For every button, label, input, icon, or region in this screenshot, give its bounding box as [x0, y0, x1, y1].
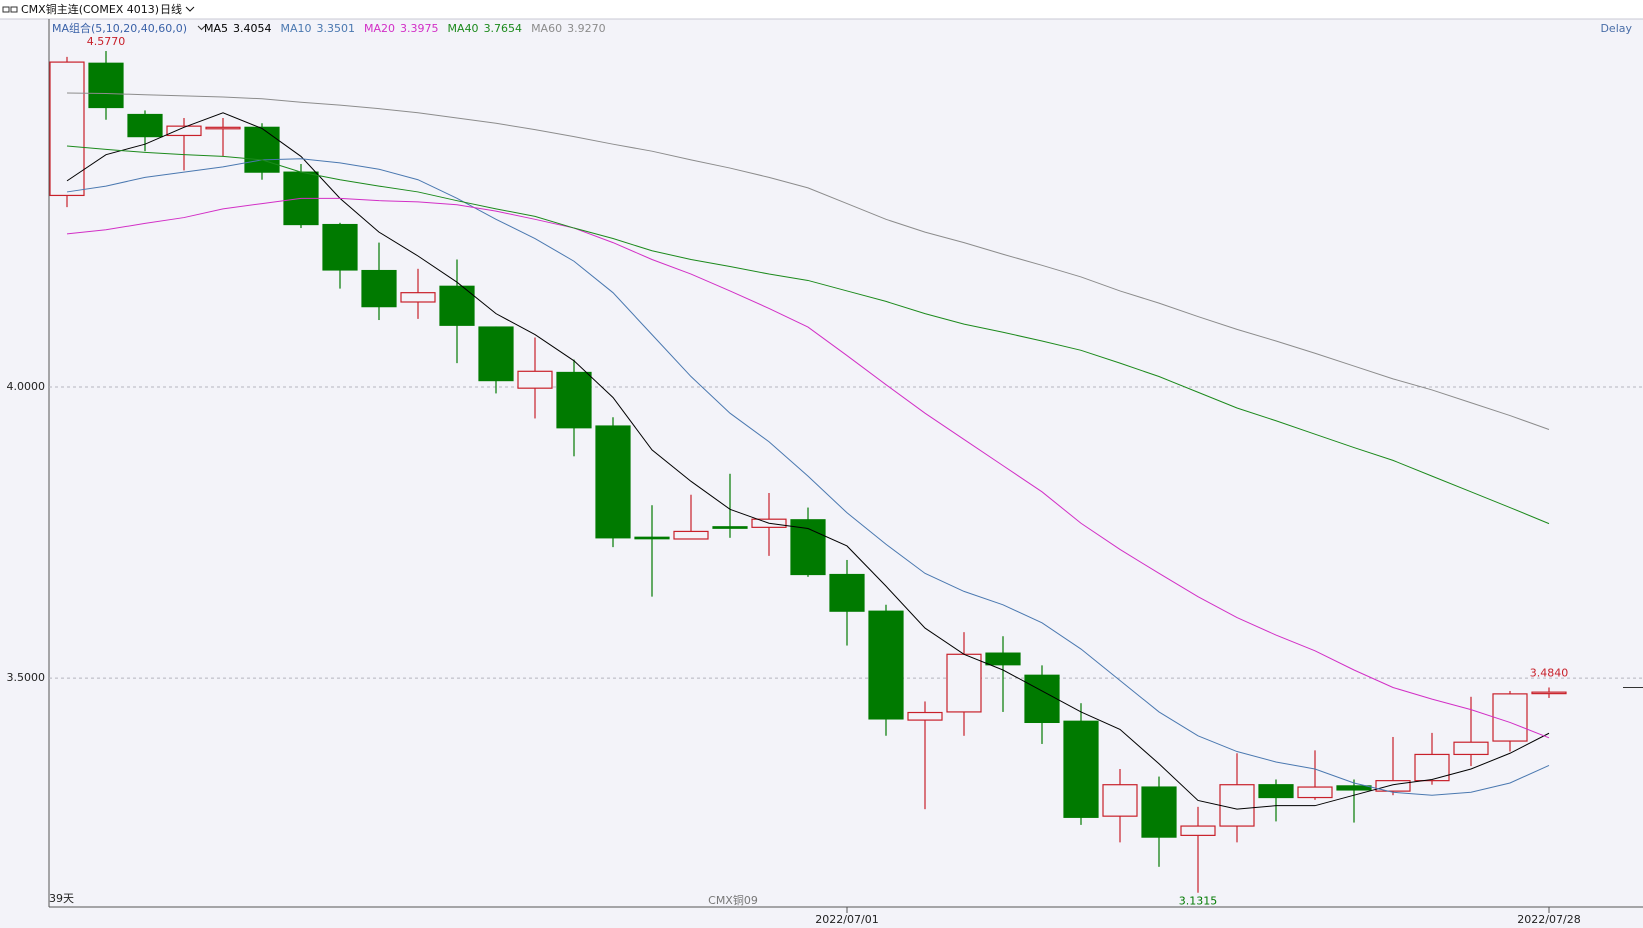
- chart-title: CMX铜主连(COMEX 4013): [21, 2, 159, 16]
- candle-body: [166, 125, 202, 137]
- candle-body: [907, 711, 943, 721]
- candle-body: [1453, 741, 1489, 756]
- candle-body: [712, 526, 748, 529]
- candle-body: [205, 126, 241, 130]
- legend-name: MA5: [204, 22, 228, 35]
- day-count: 39天: [49, 892, 74, 905]
- ma-line: [66, 145, 1550, 525]
- candle-body: [400, 292, 436, 303]
- candle-body: [322, 223, 358, 271]
- candle-body: [1141, 786, 1177, 838]
- candle-body: [88, 62, 124, 109]
- ma-label: MA组合(5,10,20,40,60,0): [52, 21, 187, 35]
- legend-name: MA10: [281, 22, 312, 35]
- header-bar: [0, 0, 1643, 19]
- candle-body: [127, 113, 163, 138]
- candle-body: [478, 326, 514, 382]
- candle-body: [985, 652, 1021, 666]
- candle-body: [673, 530, 709, 540]
- candle-body: [517, 370, 553, 389]
- candle-body: [1024, 674, 1060, 724]
- candle-body: [439, 285, 475, 326]
- low-label: 3.1315: [1179, 895, 1218, 908]
- candle-body: [1180, 825, 1216, 836]
- legend-value: 3.9270: [567, 22, 606, 35]
- candle-body: [1336, 785, 1372, 791]
- ma-line: [66, 158, 1550, 796]
- contract-note: CMX铜09: [708, 893, 758, 907]
- icon: [2, 6, 10, 13]
- candle-body: [1219, 784, 1255, 827]
- candle-body: [634, 536, 670, 540]
- ma-line: [66, 112, 1550, 810]
- y-tick-label: 3.5000: [7, 671, 46, 684]
- legend-value: 3.3975: [400, 22, 439, 35]
- status: Delay: [1600, 22, 1632, 35]
- candle-body: [361, 269, 397, 308]
- candle-body: [1492, 693, 1528, 742]
- candle-body: [829, 573, 865, 612]
- candle-body: [1375, 780, 1411, 792]
- last-label: 3.4840: [1530, 666, 1569, 679]
- ma-line: [66, 92, 1550, 430]
- legend-value: 3.3501: [317, 22, 356, 35]
- legend-name: MA60: [531, 22, 562, 35]
- candle-body: [946, 653, 982, 713]
- candle-body: [595, 425, 631, 539]
- candle-body: [1063, 720, 1099, 818]
- candle-body: [1531, 691, 1567, 695]
- legend-name: MA20: [364, 22, 395, 35]
- candle-body: [1297, 786, 1333, 799]
- candle-body: [244, 126, 280, 173]
- x-tick-label: 2022/07/01: [815, 913, 878, 926]
- legend-value: 3.7654: [484, 22, 523, 35]
- ma-line: [66, 197, 1550, 739]
- y-tick-label: 4.0000: [7, 380, 46, 393]
- high-label: 4.5770: [87, 35, 126, 48]
- dropdown-arrow[interactable]: [185, 6, 195, 12]
- legend-name: MA40: [448, 22, 479, 35]
- period-selector[interactable]: 日线: [160, 2, 182, 16]
- x-tick-label: 2022/07/28: [1517, 913, 1580, 926]
- candle-body: [790, 519, 826, 576]
- legend-value: 3.4054: [233, 22, 272, 35]
- candle-body: [49, 61, 85, 197]
- candle-body: [1258, 784, 1294, 799]
- ma-dropdown[interactable]: [197, 25, 206, 31]
- candle-body: [1102, 784, 1138, 817]
- candle-body: [868, 610, 904, 720]
- candle-body: [556, 371, 592, 429]
- icon: [10, 6, 18, 13]
